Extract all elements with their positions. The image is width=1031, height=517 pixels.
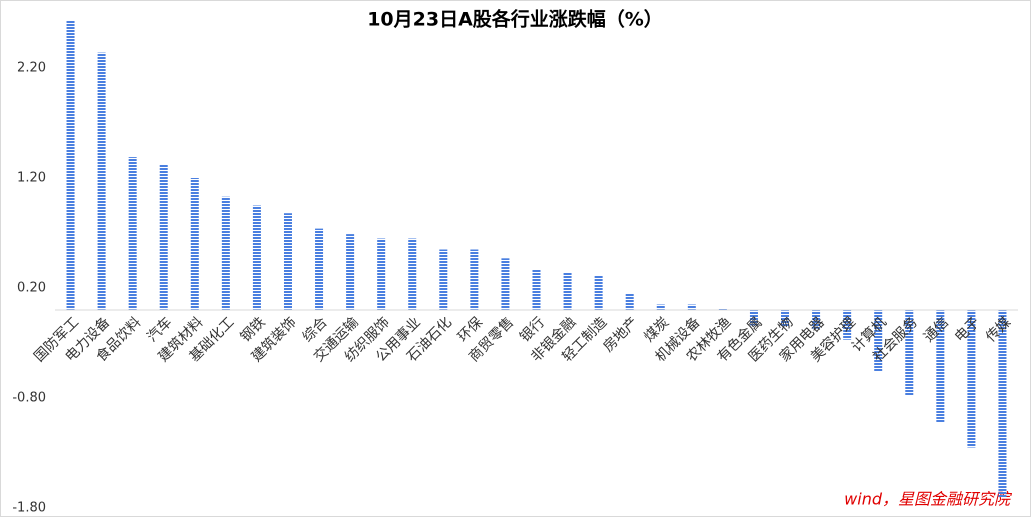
bar — [998, 310, 1007, 497]
y-tick-label: 2.20 — [17, 61, 46, 76]
bar — [128, 157, 137, 310]
bar — [252, 205, 261, 310]
y-tick-label: 0.20 — [17, 281, 46, 296]
bar — [97, 52, 106, 310]
bar — [967, 310, 976, 448]
bar — [190, 178, 199, 310]
source-note: wind，星图金融研究院 — [844, 490, 1013, 509]
bar — [532, 269, 541, 310]
bar — [377, 238, 386, 310]
bar — [66, 20, 75, 310]
bar — [749, 310, 758, 326]
bar — [283, 213, 292, 310]
chart-title: 10月23日A股各行业涨跌幅（%） — [367, 8, 663, 31]
bar — [594, 275, 603, 310]
bar — [936, 310, 945, 423]
bar — [625, 293, 634, 310]
x-tick-label: 传媒 — [983, 314, 1014, 345]
bar — [687, 304, 696, 310]
x-tick-label: 房地产 — [600, 314, 641, 355]
y-tick-label: -0.80 — [12, 391, 46, 406]
bar — [470, 249, 479, 310]
bar — [718, 308, 727, 310]
bar — [315, 228, 324, 310]
bar — [874, 310, 883, 372]
bar — [501, 258, 510, 310]
y-tick-label: -1.80 — [12, 501, 46, 516]
bar — [439, 249, 448, 310]
bar — [408, 238, 417, 310]
x-tick-label: 电子 — [952, 314, 983, 345]
bar — [346, 234, 355, 310]
y-tick-label: 1.20 — [17, 171, 46, 186]
bar — [843, 310, 852, 340]
bar — [159, 164, 168, 310]
bar — [563, 272, 572, 310]
bar — [812, 310, 821, 329]
bar — [781, 310, 790, 327]
bar — [905, 310, 914, 396]
bar — [221, 196, 230, 310]
x-tick-label: 通信 — [921, 314, 952, 345]
bar — [656, 304, 665, 310]
